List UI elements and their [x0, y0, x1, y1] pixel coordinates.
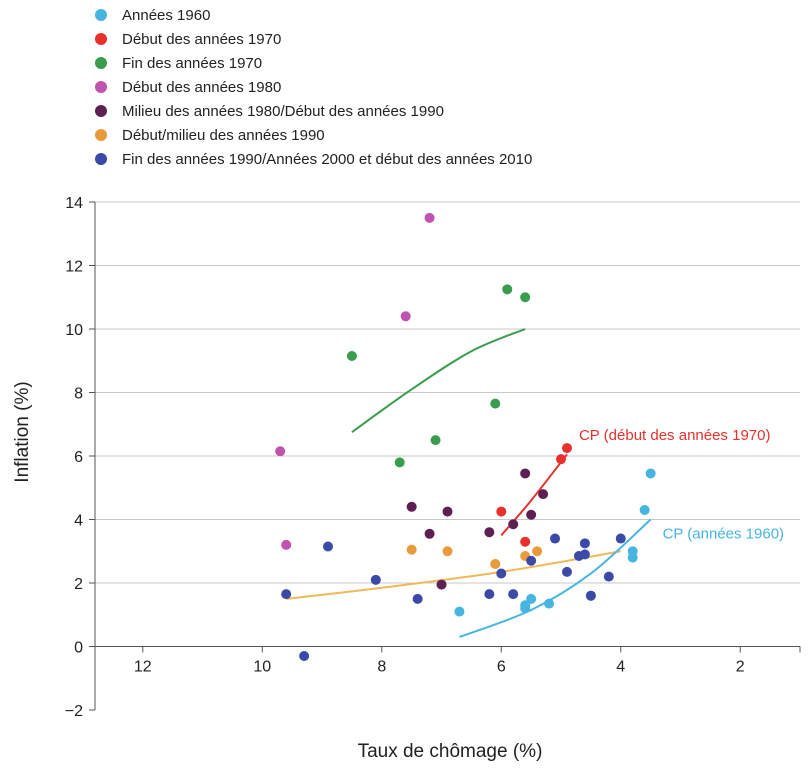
legend: Années 1960 Début des années 1970 Fin des …: [95, 7, 532, 168]
curve-annees-1960: [459, 518, 652, 638]
point-milieu-des-annees-1980-debut-des-annees-1990-1: [424, 528, 435, 539]
legend-marker-milieu-des-annees-1980-debut-des-annees-1990: [95, 105, 107, 117]
point-fin-des-annees-1970-2: [430, 435, 441, 446]
point-debut-milieu-des-annees-1990-4: [532, 546, 543, 557]
curve-debut-milieu-des-annees-1990: [286, 550, 621, 600]
point-fin-des-annees-1990-annees-2000-et-debut-des-annees-2010-13: [579, 538, 590, 549]
point-fin-des-annees-1970-4: [502, 284, 513, 295]
point-debut-des-annees-1980-0: [275, 446, 286, 457]
point-fin-des-annees-1990-annees-2000-et-debut-des-annees-2010-9: [550, 533, 561, 544]
y-tick-label-2: 2: [74, 576, 83, 593]
point-annees-1960-7: [627, 552, 638, 563]
y-tick-label--2: −2: [65, 703, 83, 720]
y-tick-label-10: 10: [65, 322, 83, 339]
point-fin-des-annees-1990-annees-2000-et-debut-des-annees-2010-6: [496, 568, 507, 579]
point-fin-des-annees-1970-5: [520, 292, 531, 303]
point-fin-des-annees-1990-annees-2000-et-debut-des-annees-2010-7: [508, 589, 519, 600]
point-fin-des-annees-1990-annees-2000-et-debut-des-annees-2010-15: [603, 571, 614, 582]
point-fin-des-annees-1970-0: [346, 350, 357, 361]
legend-label-debut-des-annees-1970: Début des années 1970: [122, 31, 281, 48]
legend-label-debut-des-annees-1980: Début des années 1980: [122, 79, 281, 96]
point-fin-des-annees-1990-annees-2000-et-debut-des-annees-2010-16: [615, 533, 626, 544]
legend-marker-fin-des-annees-1970: [95, 57, 107, 69]
point-fin-des-annees-1990-annees-2000-et-debut-des-annees-2010-14: [585, 590, 596, 601]
point-debut-milieu-des-annees-1990-2: [490, 558, 501, 569]
data-points: [275, 212, 656, 662]
point-annees-1960-4: [544, 598, 555, 609]
point-debut-des-annees-1980-3: [424, 212, 435, 223]
x-tick-label-8: 8: [377, 659, 386, 676]
x-tick-label-6: 6: [497, 659, 506, 676]
point-fin-des-annees-1990-annees-2000-et-debut-des-annees-2010-0: [281, 589, 292, 600]
y-tick-label-6: 6: [74, 449, 83, 466]
y-axis-title: Inflation (%): [12, 381, 33, 482]
axes: 14 12 10 8 6 4 2 0 −2 12 10 8 6 4 2: [65, 195, 801, 720]
point-fin-des-annees-1970-1: [394, 457, 405, 468]
point-debut-milieu-des-annees-1990-0: [406, 544, 417, 555]
point-debut-des-annees-1970-2: [556, 454, 567, 465]
point-milieu-des-annees-1980-debut-des-annees-1990-0: [406, 501, 417, 512]
x-tick-label-10: 10: [253, 659, 271, 676]
point-fin-des-annees-1990-annees-2000-et-debut-des-annees-2010-2: [323, 541, 334, 552]
annotation-cp-annees-1960: CP (années 1960): [663, 526, 784, 543]
x-tick-label-12: 12: [134, 659, 152, 676]
y-tick-label-8: 8: [74, 386, 83, 403]
point-debut-des-annees-1970-3: [561, 443, 572, 454]
legend-label-fin-des-annees-1990-annees-2000-et-debut-des-annees-2010: Fin des années 1990/Années 2000 et début…: [122, 151, 532, 168]
annotations: CP (début des années 1970) CP (années 196…: [579, 427, 784, 542]
point-debut-des-annees-1970-0: [496, 506, 507, 517]
legend-label-annees-1960: Années 1960: [122, 7, 210, 24]
point-fin-des-annees-1990-annees-2000-et-debut-des-annees-2010-1: [299, 651, 310, 662]
point-debut-milieu-des-annees-1990-1: [442, 546, 453, 557]
point-milieu-des-annees-1980-debut-des-annees-1990-3: [442, 506, 453, 517]
y-tick-label-12: 12: [65, 259, 83, 276]
point-annees-1960-8: [639, 504, 650, 515]
point-milieu-des-annees-1980-debut-des-annees-1990-5: [508, 519, 519, 530]
point-debut-des-annees-1980-2: [400, 311, 411, 322]
point-fin-des-annees-1990-annees-2000-et-debut-des-annees-2010-5: [484, 589, 495, 600]
point-milieu-des-annees-1980-debut-des-annees-1990-7: [526, 509, 537, 520]
point-annees-1960-3: [526, 593, 537, 604]
curves: [286, 328, 652, 638]
curve-debut-des-annees-1970: [500, 453, 568, 537]
legend-marker-debut-des-annees-1970: [95, 33, 107, 45]
annotation-cp-debut-des-annees-1970: CP (début des années 1970): [579, 427, 771, 444]
legend-label-debut-milieu-des-annees-1990: Début/milieu des années 1990: [122, 127, 325, 144]
legend-label-fin-des-annees-1970: Fin des années 1970: [122, 55, 262, 72]
y-tick-label-0: 0: [74, 640, 83, 657]
point-fin-des-annees-1990-annees-2000-et-debut-des-annees-2010-3: [370, 574, 381, 585]
point-fin-des-annees-1990-annees-2000-et-debut-des-annees-2010-4: [412, 593, 423, 604]
y-tick-label-4: 4: [74, 513, 83, 530]
x-axis-title: Taux de chômage (%): [358, 741, 543, 762]
point-milieu-des-annees-1980-debut-des-annees-1990-4: [484, 527, 495, 538]
point-fin-des-annees-1970-3: [490, 398, 501, 409]
x-tick-label-2: 2: [736, 659, 745, 676]
point-milieu-des-annees-1980-debut-des-annees-1990-6: [520, 468, 531, 479]
curve-fin-des-annees-1970: [351, 328, 526, 434]
point-debut-des-annees-1980-1: [281, 539, 292, 550]
point-annees-1960-9: [645, 468, 656, 479]
point-debut-des-annees-1970-1: [520, 536, 531, 547]
point-milieu-des-annees-1980-debut-des-annees-1990-8: [538, 489, 549, 500]
point-milieu-des-annees-1980-debut-des-annees-1990-2: [436, 579, 447, 590]
point-fin-des-annees-1990-annees-2000-et-debut-des-annees-2010-10: [561, 566, 572, 577]
legend-marker-annees-1960: [95, 9, 107, 21]
legend-marker-fin-des-annees-1990-annees-2000-et-debut-des-annees-2010: [95, 153, 107, 165]
y-tick-label-14: 14: [65, 195, 83, 212]
legend-marker-debut-milieu-des-annees-1990: [95, 129, 107, 141]
legend-label-milieu-des-annees-1980-debut-des-annees-1990: Milieu des années 1980/Début des années …: [122, 103, 444, 120]
point-annees-1960-2: [520, 603, 531, 614]
point-annees-1960-0: [454, 606, 465, 617]
x-tick-label-4: 4: [616, 659, 625, 676]
point-fin-des-annees-1990-annees-2000-et-debut-des-annees-2010-8: [526, 555, 537, 566]
point-fin-des-annees-1990-annees-2000-et-debut-des-annees-2010-12: [579, 549, 590, 560]
legend-marker-debut-des-annees-1980: [95, 81, 107, 93]
grid: [95, 201, 800, 584]
